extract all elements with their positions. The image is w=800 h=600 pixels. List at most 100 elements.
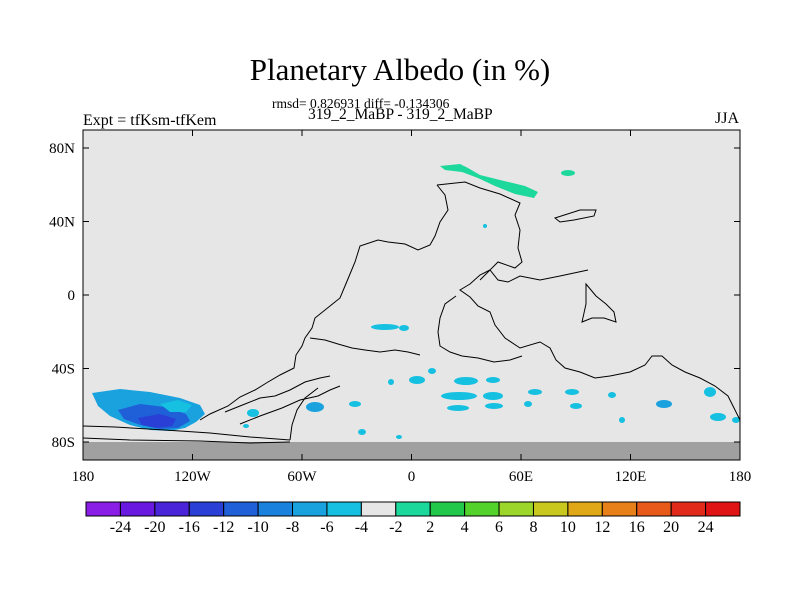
chart-subtitle: 319_2_MaBP - 319_2_MaBP bbox=[308, 106, 493, 123]
patch bbox=[483, 224, 487, 228]
coastline bbox=[199, 184, 449, 421]
x-tick-label: 180 bbox=[729, 469, 752, 485]
colorbar-label: 4 bbox=[461, 519, 469, 536]
patch bbox=[619, 417, 625, 423]
coastline bbox=[82, 437, 291, 444]
patch bbox=[388, 379, 394, 385]
coastline bbox=[553, 209, 597, 223]
patch bbox=[570, 403, 582, 409]
colorbar-label: -10 bbox=[247, 519, 268, 536]
patch bbox=[371, 324, 399, 330]
anomaly-arctic bbox=[440, 164, 575, 198]
patch bbox=[399, 325, 409, 331]
colorbar-label: 20 bbox=[663, 519, 679, 536]
colorbar-swatch bbox=[85, 501, 121, 517]
patch bbox=[349, 401, 361, 407]
missing-data-band bbox=[83, 442, 740, 460]
colorbar-swatch bbox=[154, 501, 190, 517]
patch bbox=[524, 401, 532, 407]
colorbar-swatch bbox=[670, 501, 707, 517]
patch bbox=[656, 400, 672, 408]
colorbar-swatch bbox=[532, 501, 569, 517]
y-tick-label: 80S bbox=[52, 435, 75, 451]
colorbar-label: 24 bbox=[698, 519, 714, 536]
stats-text: rmsd= 0.826931 diff= -0.134306 bbox=[272, 96, 450, 111]
y-tick-label: 40S bbox=[52, 362, 75, 378]
colorbar-label: -2 bbox=[389, 519, 402, 536]
colorbar-label: 2 bbox=[426, 519, 434, 536]
chart-title: Planetary Albedo (in %) bbox=[249, 52, 551, 87]
colorbar-swatch bbox=[567, 501, 603, 517]
coastline bbox=[82, 425, 291, 441]
colorbar-swatch bbox=[636, 501, 672, 517]
patch bbox=[247, 409, 259, 417]
patch bbox=[710, 413, 726, 421]
x-tick-label: 60E bbox=[509, 469, 533, 485]
colorbar-label: 6 bbox=[495, 519, 503, 536]
coastlines bbox=[82, 181, 741, 444]
x-axis: 180 120W 60W 0 60E 120E 180 bbox=[72, 130, 752, 485]
patch bbox=[486, 377, 500, 383]
y-tick-label: 40N bbox=[49, 215, 75, 231]
coastline bbox=[224, 375, 331, 413]
patch bbox=[306, 402, 324, 412]
arctic-patch bbox=[440, 164, 538, 198]
patch bbox=[704, 387, 716, 397]
x-tick-label: 180 bbox=[72, 469, 95, 485]
x-tick-label: 120W bbox=[174, 469, 212, 485]
x-tick-label: 60W bbox=[287, 469, 317, 485]
colorbar-label: 8 bbox=[529, 519, 537, 536]
colorbar-swatch bbox=[464, 501, 500, 517]
patch bbox=[441, 392, 477, 400]
y-tick-label: 0 bbox=[68, 288, 76, 304]
colorbar-swatch bbox=[292, 501, 328, 517]
x-tick-label: 120E bbox=[615, 469, 647, 485]
colorbar-label: 16 bbox=[629, 519, 645, 536]
patch bbox=[608, 392, 616, 398]
y-tick-label: 80N bbox=[49, 141, 75, 157]
colorbar-label: -20 bbox=[144, 519, 165, 536]
colorbar-swatch bbox=[360, 501, 397, 517]
anomaly-small-patches bbox=[243, 224, 740, 439]
arctic-patch bbox=[561, 170, 575, 176]
patch bbox=[732, 417, 740, 423]
patch bbox=[454, 377, 478, 385]
colorbar-swatch bbox=[257, 501, 294, 517]
patch bbox=[447, 405, 469, 411]
colorbar-label: 10 bbox=[560, 519, 576, 536]
colorbar-swatch bbox=[429, 501, 466, 517]
patch bbox=[483, 392, 503, 400]
colorbar-label: -12 bbox=[213, 519, 234, 536]
patch bbox=[396, 435, 402, 439]
season-label: JJA bbox=[715, 110, 740, 127]
colorbar-label: -24 bbox=[110, 519, 131, 536]
patch bbox=[428, 368, 436, 374]
colorbar-label: 12 bbox=[594, 519, 610, 536]
patch bbox=[358, 429, 366, 435]
colorbar-label: -4 bbox=[355, 519, 368, 536]
anomaly-region-minus12 bbox=[138, 414, 176, 428]
patch bbox=[565, 389, 579, 395]
colorbar-swatch bbox=[188, 501, 225, 517]
experiment-label: Expt = tfKsm-tfKem bbox=[83, 112, 217, 129]
coastline bbox=[581, 282, 617, 323]
colorbar-swatch bbox=[395, 501, 431, 517]
colorbar-swatch bbox=[119, 501, 156, 517]
patch bbox=[528, 389, 542, 395]
colorbar-swatch bbox=[223, 501, 259, 517]
anomaly-region-minus4 bbox=[160, 400, 192, 412]
patch bbox=[485, 403, 503, 409]
colorbar-swatch bbox=[601, 501, 638, 517]
x-tick-label: 0 bbox=[408, 469, 416, 485]
colorbar-swatch bbox=[326, 501, 362, 517]
colorbar-label: -6 bbox=[320, 519, 333, 536]
patch bbox=[409, 376, 425, 384]
colorbar-swatch bbox=[705, 501, 741, 517]
anomaly-south-pacific bbox=[92, 389, 205, 431]
coastline bbox=[479, 269, 589, 283]
patch bbox=[243, 424, 249, 428]
coastline bbox=[289, 387, 319, 441]
colorbar-swatch bbox=[498, 501, 534, 517]
colorbar-label: -16 bbox=[179, 519, 200, 536]
